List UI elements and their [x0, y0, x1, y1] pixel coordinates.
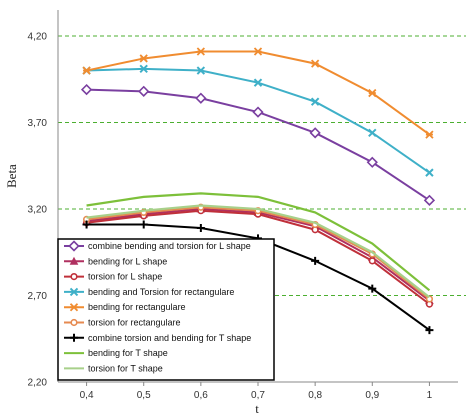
legend-label: torsion for T shape — [88, 363, 163, 373]
legend-item: combine bending and torsion for L shape — [64, 240, 251, 252]
data-point — [368, 284, 377, 293]
data-point — [425, 130, 434, 139]
data-point — [423, 194, 436, 206]
series-8 — [86, 204, 431, 299]
data-point — [309, 127, 321, 139]
legend-label: bending and Torsion for rectangulare — [88, 287, 234, 297]
legend-marker — [69, 256, 79, 265]
data-point — [425, 168, 434, 177]
data-point — [195, 92, 207, 104]
x-tick-label: 0,6 — [194, 390, 208, 401]
series-group — [80, 47, 436, 335]
legend-label: bending for L shape — [88, 256, 167, 266]
data-point — [366, 156, 378, 168]
legend-marker — [69, 303, 79, 312]
legend-item: torsion for T shape — [64, 363, 163, 373]
x-tick-label: 0,8 — [308, 390, 322, 401]
legend-item: bending for T shape — [64, 348, 168, 358]
data-point — [253, 78, 263, 87]
legend-label: torsion for rectangulare — [88, 318, 181, 328]
data-point — [138, 85, 150, 97]
x-tick-label: 1 — [427, 390, 433, 401]
y-tick-labels: 2,20 2,70 3,20 3,70 4,20 — [28, 31, 48, 388]
y-tick-label: 2,70 — [28, 291, 48, 302]
series-7 — [86, 192, 431, 292]
data-point — [139, 54, 148, 63]
y-tick-label: 3,20 — [28, 204, 48, 215]
data-point — [139, 64, 148, 74]
legend-label: bending for rectangulare — [88, 302, 186, 312]
x-tick-label: 0,4 — [80, 390, 94, 401]
legend-marker — [69, 287, 79, 297]
legend-item: bending and Torsion for rectangulare — [64, 287, 234, 297]
legend-item: torsion for rectangulare — [64, 318, 181, 328]
data-point — [368, 128, 377, 138]
data-point — [139, 220, 148, 229]
legend-item: bending for rectangulare — [64, 302, 186, 312]
x-tick-labels: 0,4 0,5 0,6 0,7 0,8 0,9 1 — [80, 382, 433, 401]
data-point — [196, 47, 205, 56]
legend-marker — [68, 240, 80, 252]
legend-item: torsion for L shape — [64, 272, 162, 282]
series-line — [86, 192, 431, 292]
data-point — [82, 66, 91, 75]
data-point — [82, 220, 91, 229]
series-0 — [80, 83, 436, 206]
x-tick-label: 0,7 — [251, 390, 265, 401]
series-4 — [82, 47, 434, 139]
legend-label: bending for T shape — [88, 348, 168, 358]
x-axis-title: t — [255, 401, 259, 416]
legend-marker — [70, 318, 78, 327]
legend-box — [57, 238, 275, 381]
legend-marker — [70, 333, 78, 342]
y-tick-label: 4,20 — [28, 31, 48, 42]
data-point — [253, 47, 263, 56]
legend-marker — [70, 273, 78, 281]
data-point — [311, 59, 320, 68]
legend-label: combine torsion and bending for T shape — [88, 333, 251, 343]
data-point — [368, 257, 376, 265]
x-tick-label: 0,9 — [365, 390, 379, 401]
legend-label: torsion for L shape — [88, 272, 162, 282]
data-point — [311, 256, 320, 265]
legend-label: combine bending and torsion for L shape — [88, 241, 251, 251]
data-point — [425, 326, 434, 335]
data-point — [368, 88, 377, 98]
data-point — [196, 224, 205, 233]
data-point — [310, 97, 320, 106]
data-point — [252, 106, 264, 118]
data-point — [196, 66, 206, 75]
series-line — [86, 204, 431, 299]
y-axis-title: Beta — [4, 164, 19, 188]
legend: combine bending and torsion for L shape b… — [57, 238, 275, 381]
data-point — [80, 83, 93, 96]
y-tick-label: 2,20 — [28, 378, 48, 389]
legend-item: bending for L shape — [64, 256, 167, 266]
x-tick-label: 0,5 — [137, 390, 151, 401]
y-tick-label: 3,70 — [28, 118, 48, 129]
legend-item: combine torsion and bending for T shape — [64, 333, 251, 343]
